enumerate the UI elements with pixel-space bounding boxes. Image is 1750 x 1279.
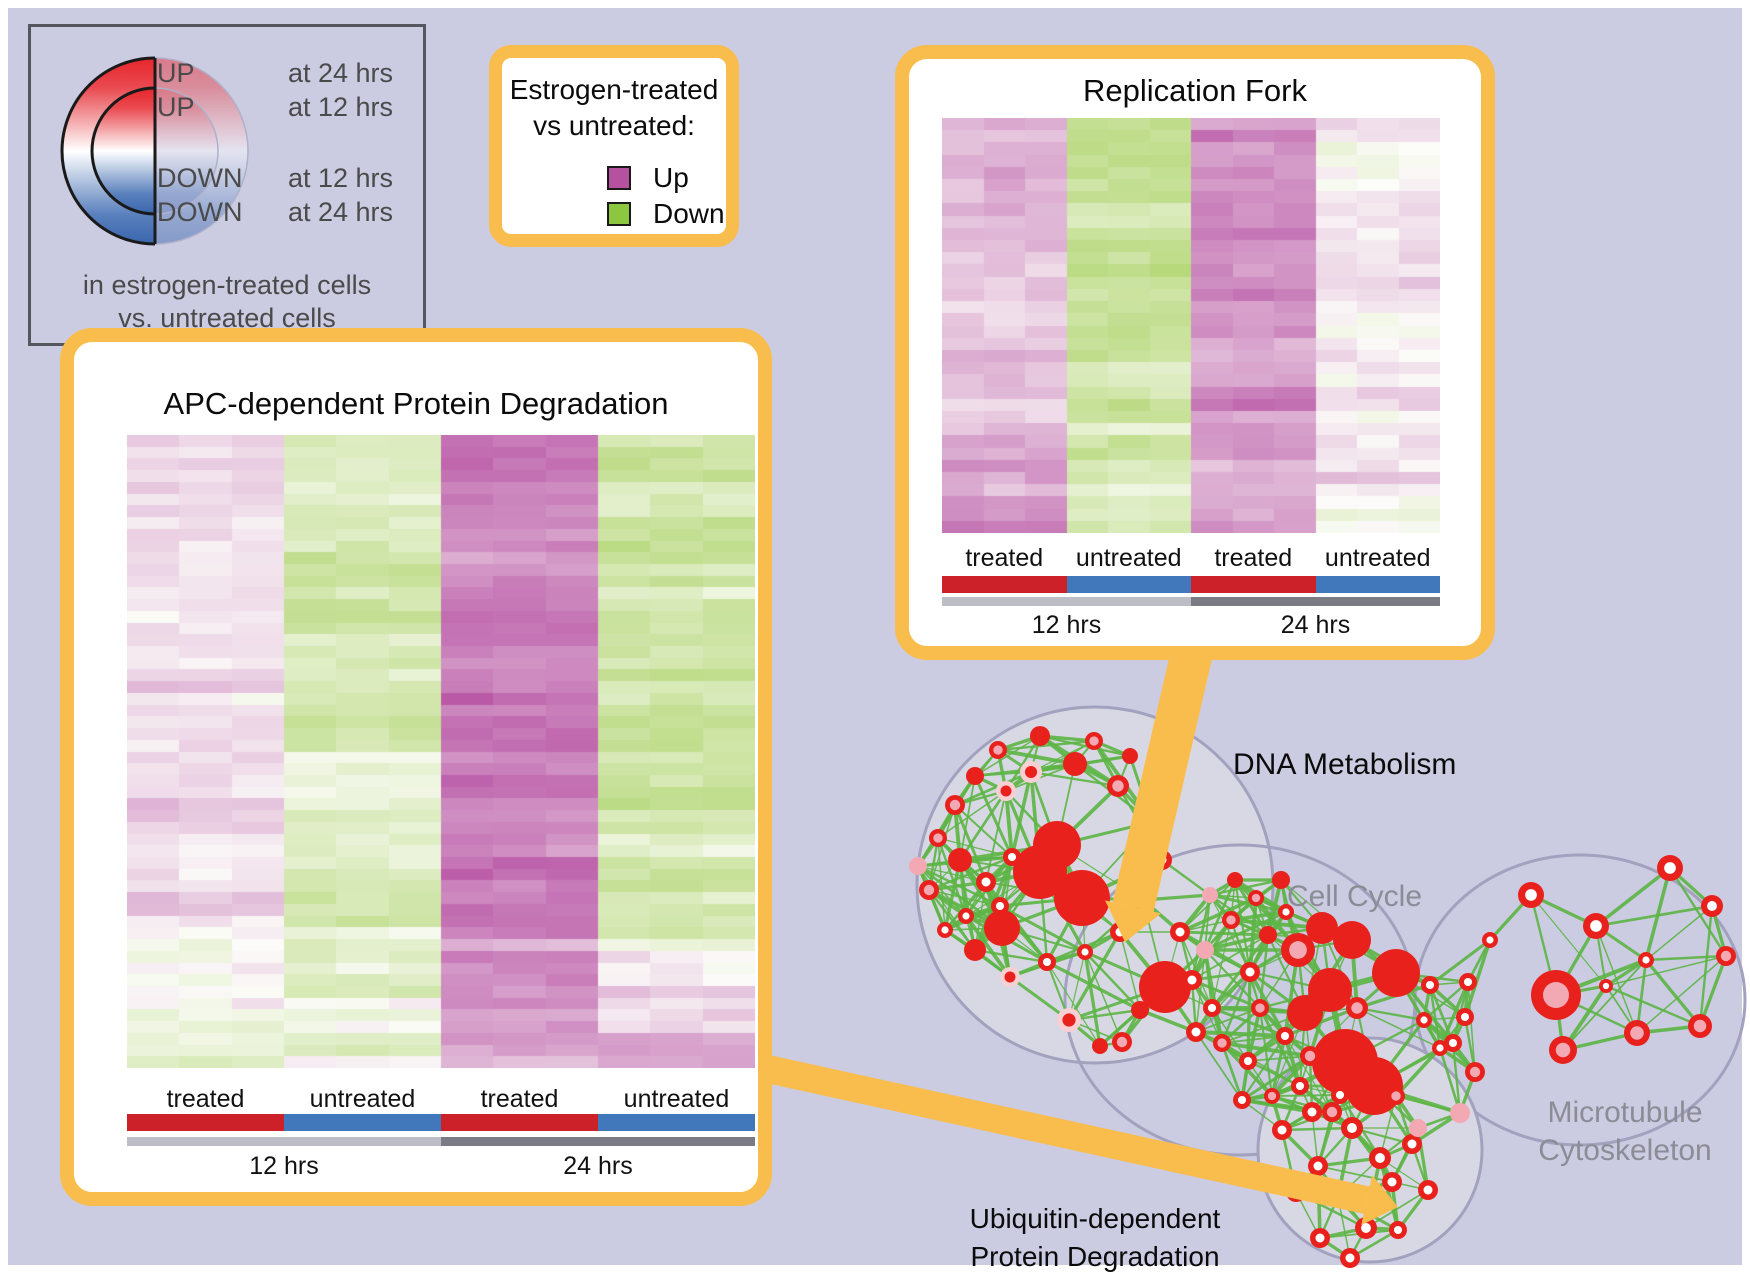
treated-bar-segment [942,576,1067,593]
rf-condition-labels: treated untreated treated untreated [942,544,1440,573]
down-label: Down [653,198,725,229]
dna-metabolism-label: DNA Metabolism [1233,748,1457,781]
up-24-label: UP [157,58,195,88]
rf-untreated-24-label: untreated [1324,544,1431,572]
time-12-bar-segment [942,597,1191,606]
rf-condition-bar [942,576,1440,593]
ring-legend: UP at 24 hrs UP at 12 hrs DOWN at 12 hrs DO… [28,24,426,346]
rf-time-labels: 12 hrs 24 hrs [942,611,1440,640]
apc-panel-title: APC-dependent Protein Degradation [163,386,669,421]
time-12-bar-segment [127,1137,441,1146]
apc-heatmap [127,435,755,1068]
treated-bar-segment [441,1114,598,1131]
ubiquitin-label-line2: Protein Degradation [970,1241,1220,1272]
up-12-label: UP [157,92,195,122]
treated-bar-segment [1191,576,1316,593]
ubiquitin-label-line1: Ubiquitin-dependent [969,1203,1221,1234]
apc-24hrs-label: 24 hrs [563,1152,633,1180]
ring-legend-row: DOWN at 24 hrs [31,197,423,231]
rf-12hrs-label: 12 hrs [1031,611,1102,639]
apc-12hrs-label: 12 hrs [249,1152,319,1180]
replication-fork-panel: Replication Fork treated untreated treat… [895,45,1495,660]
up-label: Up [653,162,689,193]
down-24-label: DOWN [157,197,243,227]
microtubule-label-line2: Cytoskeleton [1538,1134,1712,1167]
microtubule-cytoskeleton-label: Microtubule Cytoskeleton [1500,1094,1750,1170]
up-24-time: at 24 hrs [287,58,393,88]
treated-bar-segment [127,1114,284,1131]
ring-legend-row: DOWN at 12 hrs [31,163,423,197]
apc-condition-labels: treated untreated treated untreated [127,1085,755,1114]
rf-treated-24-label: treated [1214,544,1293,572]
down-24-time: at 24 hrs [287,197,393,227]
microtubule-label-line1: Microtubule [1547,1096,1703,1129]
up-swatch-icon [607,166,631,190]
ring-legend-caption-1: in estrogen-treated cells [82,270,372,300]
untreated-bar-segment [598,1114,755,1131]
down-12-time: at 12 hrs [287,163,393,193]
ring-legend-row: UP at 24 hrs [31,58,423,92]
time-24-bar-segment [1191,597,1440,606]
apc-panel: APC-dependent Protein Degradation treate… [60,328,772,1206]
apc-time-labels: 12 hrs 24 hrs [127,1152,755,1181]
rf-panel-title: Replication Fork [1083,73,1307,108]
apc-condition-bar [127,1114,755,1131]
color-legend-title-line2: vs untreated: [533,110,695,141]
apc-treated-24-label: treated [480,1085,559,1113]
color-legend: Estrogen-treated vs untreated: Up Down [489,45,739,247]
rf-untreated-12-label: untreated [1075,544,1182,572]
up-12-time: at 12 hrs [287,92,393,122]
color-legend-title: Estrogen-treated vs untreated: [502,72,726,144]
untreated-bar-segment [1315,576,1440,593]
rf-treated-12-label: treated [965,544,1044,572]
apc-time-bar [127,1137,755,1146]
down-12-label: DOWN [157,163,243,193]
apc-treated-12-label: treated [166,1085,245,1113]
time-24-bar-segment [441,1137,755,1146]
rf-24hrs-label: 24 hrs [1280,611,1351,639]
untreated-bar-segment [284,1114,441,1131]
rf-time-bar [942,597,1440,606]
color-legend-title-line1: Estrogen-treated [509,74,719,105]
down-swatch-icon [607,202,631,226]
rf-heatmap [942,118,1440,533]
cell-cycle-label: Cell Cycle [1287,880,1423,913]
apc-untreated-12-label: untreated [309,1085,416,1113]
ring-gradient-icon [60,53,253,249]
apc-untreated-24-label: untreated [623,1085,730,1113]
untreated-bar-segment [1066,576,1191,593]
ubiquitin-degradation-label: Ubiquitin-dependent Protein Degradation [950,1200,1240,1276]
ring-legend-row: UP at 12 hrs [31,92,423,126]
